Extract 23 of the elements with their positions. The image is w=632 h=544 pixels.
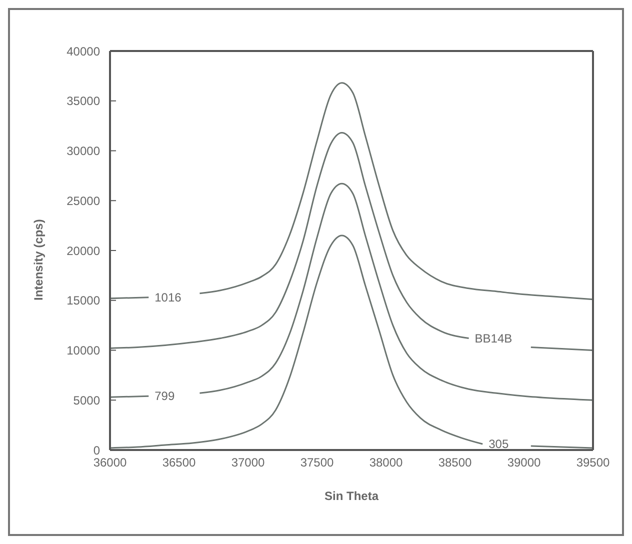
series-label: 305 xyxy=(488,437,509,452)
y-tick-label: 20000 xyxy=(66,244,100,258)
y-tick-label: 0 xyxy=(93,443,100,458)
series-label: 799 xyxy=(154,389,175,404)
x-tick-label: 36500 xyxy=(162,456,196,470)
y-tick-label: 15000 xyxy=(66,294,100,308)
y-tick-label: 25000 xyxy=(66,194,100,208)
x-tick-label: 39000 xyxy=(507,456,542,470)
y-tick-label: 35000 xyxy=(66,94,100,108)
y-axis-title: Intensity (cps) xyxy=(31,219,46,300)
x-tick-label: 38500 xyxy=(438,456,472,470)
y-tick-label: 5000 xyxy=(73,393,100,408)
x-tick-label: 38000 xyxy=(369,456,404,470)
x-tick-label: 37500 xyxy=(300,456,334,470)
x-tick-label: 37000 xyxy=(231,456,266,470)
x-tick-label: 36000 xyxy=(93,456,128,470)
y-tick-label: 10000 xyxy=(66,344,100,358)
series-label: BB14B xyxy=(474,331,512,346)
x-axis-title: Sin Theta xyxy=(324,489,379,503)
series-label: 1016 xyxy=(154,290,182,304)
y-tick-label: 40000 xyxy=(66,44,100,58)
x-tick-label: 39500 xyxy=(576,456,610,470)
y-tick-label: 30000 xyxy=(66,144,100,158)
